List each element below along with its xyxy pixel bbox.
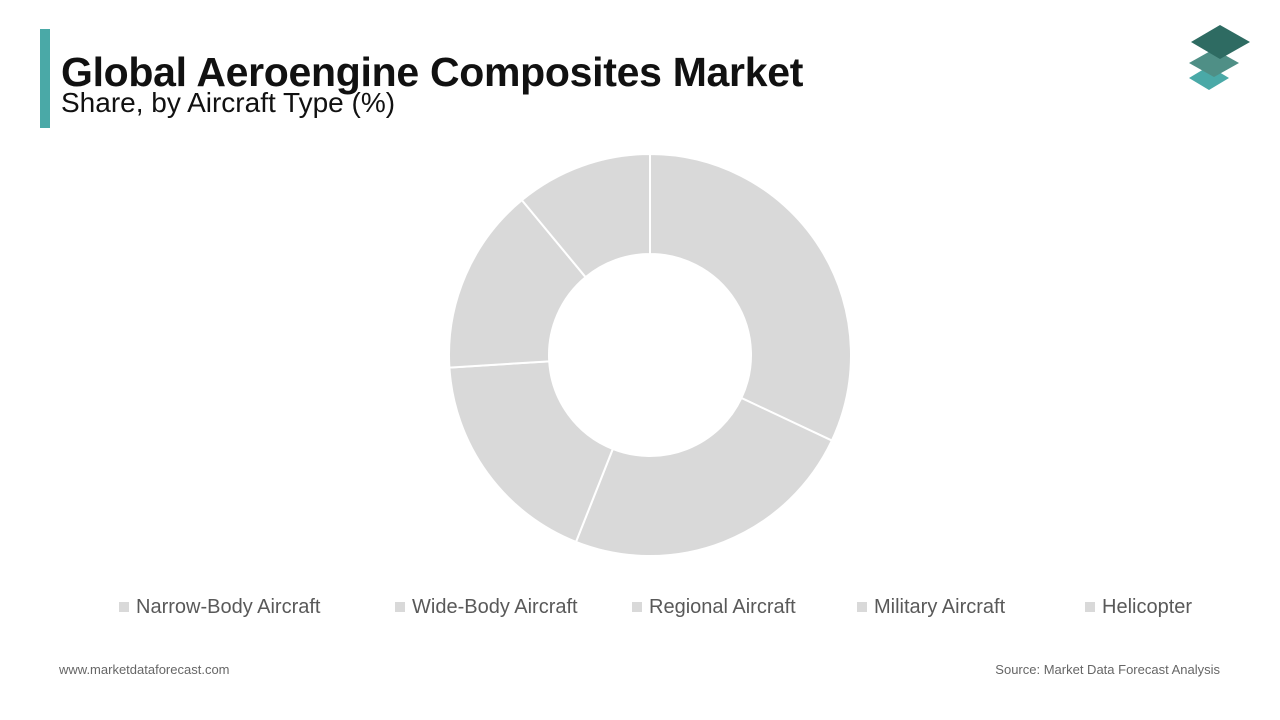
chart-subtitle: Share, by Aircraft Type (%) bbox=[61, 87, 396, 118]
legend-item: Wide-Body Aircraft bbox=[395, 594, 578, 620]
legend-label: Narrow-Body Aircraft bbox=[136, 596, 321, 618]
stacked-layers-icon bbox=[1189, 25, 1250, 90]
legend-swatch bbox=[857, 602, 867, 612]
source-note: Source: Market Data Forecast Analysis bbox=[995, 662, 1220, 677]
donut-slice-narrow-body-aircraft bbox=[649, 152, 852, 442]
donut-slice-regional-aircraft bbox=[448, 360, 615, 544]
legend-label: Helicopter bbox=[1102, 596, 1193, 618]
legend-item: Military Aircraft bbox=[857, 594, 1005, 620]
legend-swatch bbox=[632, 602, 642, 612]
donut-slice-wide-body-aircraft bbox=[574, 396, 834, 557]
legend-label: Military Aircraft bbox=[874, 596, 1006, 618]
legend-item: Narrow-Body Aircraft bbox=[119, 594, 321, 620]
title-accent-bar bbox=[40, 29, 50, 128]
legend-label: Wide-Body Aircraft bbox=[412, 596, 578, 618]
logo-layer-top bbox=[1191, 25, 1250, 59]
chart-title: Global Aeroengine Composites Market bbox=[61, 49, 804, 95]
donut-slice-military-aircraft bbox=[448, 198, 588, 369]
donut-slice-helicopter bbox=[520, 152, 651, 279]
chart-legend: Narrow-Body Aircraft Wide-Body Aircraft … bbox=[0, 594, 1280, 620]
website-url: www.marketdataforecast.com bbox=[59, 662, 230, 677]
legend-swatch bbox=[1085, 602, 1095, 612]
legend-label: Regional Aircraft bbox=[649, 596, 796, 618]
legend-item: Regional Aircraft bbox=[632, 594, 796, 620]
donut-chart bbox=[448, 152, 852, 557]
legend-item: Helicopter bbox=[1085, 594, 1192, 620]
legend-swatch bbox=[395, 602, 405, 612]
logo-layer-middle bbox=[1189, 49, 1239, 77]
legend-swatch bbox=[119, 602, 129, 612]
